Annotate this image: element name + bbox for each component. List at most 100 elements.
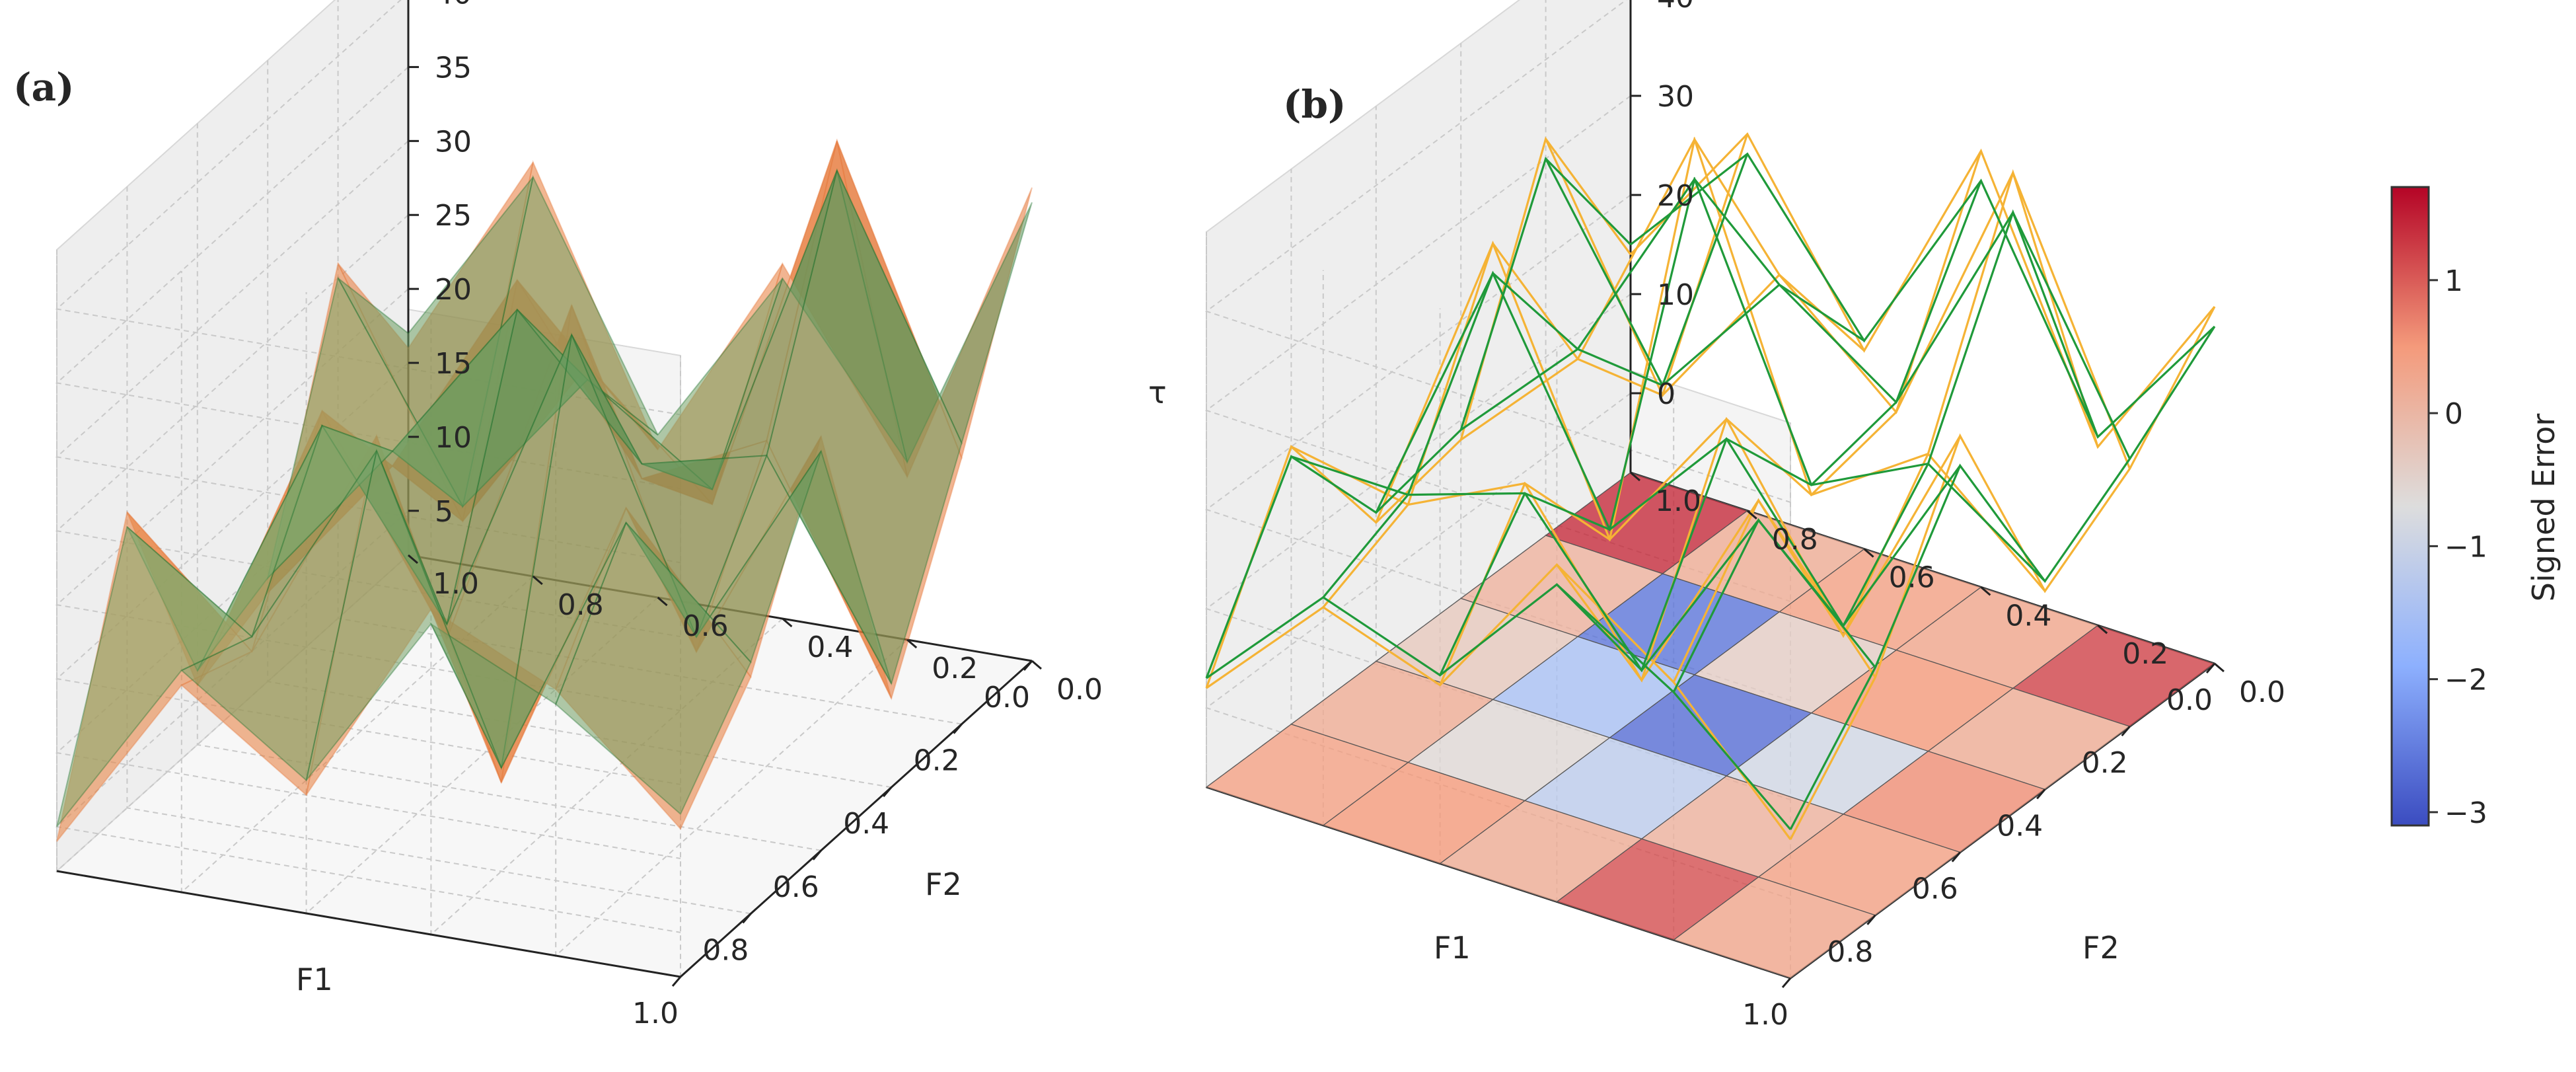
y-axis-label-b: F2 xyxy=(2082,930,2119,966)
colorbar-tick-label: −3 xyxy=(2445,796,2487,830)
x-tick-mark xyxy=(1781,977,1792,988)
y-tick-label: 0.8 xyxy=(558,588,604,622)
gridline-z xyxy=(55,362,681,785)
colorbar-tick-label: 1 xyxy=(2445,264,2463,298)
y-tick-label: 0.4 xyxy=(2005,599,2051,632)
x-tick-mark xyxy=(883,786,893,798)
surface-group-a xyxy=(56,138,1033,842)
wire-line-predicted xyxy=(1545,158,2131,459)
wire-line-predicted xyxy=(1375,270,1962,628)
wire-line-measured xyxy=(1375,241,1962,638)
y-tick-mark xyxy=(2214,662,2225,673)
y-tick-label: 0.4 xyxy=(807,631,853,664)
y-tick-mark xyxy=(782,617,793,628)
z-tick-label: 10 xyxy=(435,421,472,455)
tick-labels-a: 0.00.20.40.60.81.00.00.20.40.60.81.05101… xyxy=(408,0,1103,1030)
x-tick-mark xyxy=(2205,663,2216,673)
x-tick-mark xyxy=(742,913,752,924)
y-tick-label: 0.0 xyxy=(2239,675,2285,709)
floor-edge xyxy=(56,870,681,978)
z-tick-label: 15 xyxy=(435,347,472,381)
y-tick-label: 0.6 xyxy=(1889,561,1935,595)
y-tick-label: 0.8 xyxy=(1772,523,1818,556)
surface-patch-predicted xyxy=(56,525,253,827)
y-tick-label: 1.0 xyxy=(433,567,479,601)
z-tick-label: 5 xyxy=(435,495,453,529)
wire-line-predicted xyxy=(1322,153,1749,598)
x-tick-mark xyxy=(1866,914,1876,925)
colorbar-label: Signed Error xyxy=(2526,414,2561,602)
wire-line-predicted xyxy=(1439,176,1865,676)
z-tick-label: 10 xyxy=(1657,278,1694,312)
wireframe-group-b xyxy=(1205,132,2216,840)
gridline-x xyxy=(196,123,821,851)
gridline-x xyxy=(126,186,751,915)
x-tick-mark xyxy=(2121,726,2131,737)
gridline-z xyxy=(1204,0,1791,503)
wire-line-measured xyxy=(1556,150,1982,683)
gridline-z xyxy=(55,66,681,490)
x-tick-mark xyxy=(1023,660,1033,671)
colorbar-body xyxy=(2390,186,2430,827)
gridline-z xyxy=(55,214,681,638)
wire-line-predicted xyxy=(1290,455,1876,672)
x-tick-label: 1.0 xyxy=(1742,998,1788,1032)
y-tick-label: 0.2 xyxy=(2122,637,2168,671)
y-tick-label: 1.0 xyxy=(1655,484,1701,518)
z-axis-label-a: τ xyxy=(1148,375,1167,410)
y-tick-mark xyxy=(2097,625,2108,634)
x-tick-label: 0.8 xyxy=(1827,935,1873,969)
chart-panel-b: 0.0 0.2 0.4 0.6 0.8 1.0 0.0 0.2 0.4 0.6 0.8 1.0 0 10 2… xyxy=(1204,0,2285,1032)
chart-panel-a: 0.00.20.40.60.81.00.00.20.40.60.81.05101… xyxy=(55,0,1167,1030)
colorbar-ticks: 1 0 −1 −2 −3 xyxy=(2429,264,2487,830)
y-tick-mark xyxy=(1031,660,1042,670)
colorbar-tick-label: −1 xyxy=(2445,530,2487,564)
z-tick-label: 20 xyxy=(435,273,472,307)
wire-line-predicted xyxy=(1630,152,2216,439)
colorbar-tick-label: 0 xyxy=(2445,397,2463,431)
y-tick-label: 0.0 xyxy=(1056,673,1103,707)
gridline-z xyxy=(55,140,681,564)
y-tick-mark xyxy=(408,554,418,564)
y-tick-label: 0.6 xyxy=(682,609,729,643)
y-tick-mark xyxy=(1746,510,1757,519)
wire-line-predicted xyxy=(1206,583,1792,831)
gridline-z xyxy=(55,0,681,416)
wire-line-measured xyxy=(1206,563,1792,840)
colorbar: 1 0 −1 −2 −3 Signed Error xyxy=(2390,186,2561,830)
x-tick-mark xyxy=(812,849,822,861)
x-tick-label: 0.0 xyxy=(2166,683,2213,717)
panel-label-b: (b) xyxy=(1283,82,1346,127)
y-tick-mark xyxy=(906,638,918,649)
x-tick-mark xyxy=(671,976,682,987)
x-tick-mark xyxy=(2036,788,2046,800)
x-tick-label: 0.4 xyxy=(843,807,889,841)
y-tick-mark xyxy=(1980,586,1991,596)
x-tick-mark xyxy=(953,723,963,734)
y-tick-mark xyxy=(657,596,668,607)
y-axis-label-a: F2 xyxy=(925,866,962,902)
z-tick-label: 40 xyxy=(435,0,472,11)
x-tick-label: 0.6 xyxy=(1912,872,1958,906)
z-tick-label: 0 xyxy=(1657,377,1675,411)
z-tick-label: 35 xyxy=(435,51,472,85)
wire-line-measured xyxy=(1205,136,1632,689)
wire-line-measured xyxy=(1629,132,2216,449)
wire-line-measured xyxy=(1460,136,2046,592)
x-tick-label: 0.6 xyxy=(773,870,819,904)
wire-line-predicted xyxy=(1556,180,1982,673)
wire-line-predicted xyxy=(1205,157,1632,679)
x-tick-label: 0.4 xyxy=(1997,809,2043,843)
x-tick-mark xyxy=(1951,851,1961,862)
z-tick-label: 40 xyxy=(1657,0,1694,15)
z-tick-label: 25 xyxy=(435,199,472,233)
y-tick-mark xyxy=(1630,471,1640,482)
gridline-z xyxy=(55,288,681,712)
x-tick-label: 0.0 xyxy=(984,681,1030,714)
error-cell xyxy=(1205,724,1409,826)
tick-labels-b: 0.0 0.2 0.4 0.6 0.8 1.0 0.0 0.2 0.4 0.6 0.8 1.0 0 10 2… xyxy=(1630,0,2285,1032)
colorbar-tick-label: −2 xyxy=(2445,664,2487,697)
y-tick-mark xyxy=(1863,548,1874,558)
wire-line-measured xyxy=(1789,306,2216,840)
